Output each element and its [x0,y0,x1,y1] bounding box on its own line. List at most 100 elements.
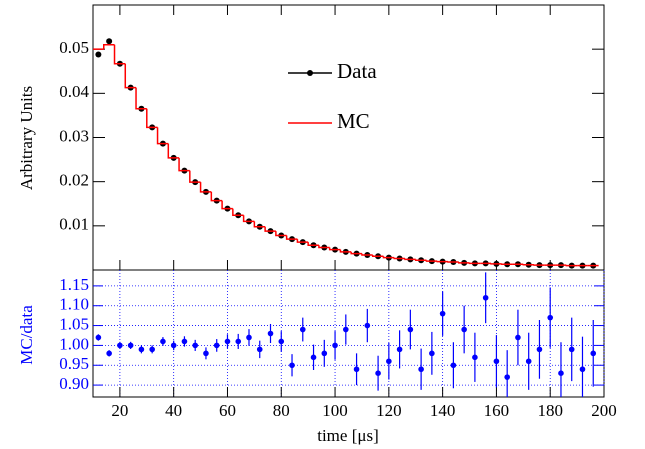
plot-frame [92,4,605,271]
mc-bin [189,170,201,183]
ratio-point [418,366,424,373]
mc-bin [146,108,158,129]
x-tick-label: 20 [111,401,128,420]
ratio-point [439,310,446,317]
legend-label: Data [337,59,377,83]
mc-bin [199,182,212,193]
y-tick-label: 0.05 [59,38,89,57]
legend-marker [307,70,313,76]
y-tick-label: 1.15 [59,275,89,294]
ratio-point [203,350,209,357]
mc-bin [253,221,266,228]
mc-bin [318,245,330,249]
ratio-point [192,342,198,349]
plot-frame [92,269,605,398]
ratio-point [472,354,478,361]
x-tick-label: 120 [376,401,402,420]
y-tick-label: 1.05 [59,314,89,333]
mc-bin [371,254,384,258]
ratio-point [396,346,403,353]
ratio-point [256,346,263,353]
mc-bin [404,258,416,261]
mc-bin [221,200,233,210]
mc-bin [232,208,244,216]
mc-bin [178,157,190,172]
mc-bin [275,231,287,237]
x-tick-label: 200 [591,401,617,420]
mc-bin [135,87,147,110]
ratio-point [461,326,467,333]
mc-bin [285,235,298,240]
y-tick-label: 0.01 [59,215,89,234]
y-tick-label: 0.02 [59,171,89,190]
ratio-point [160,338,166,345]
ratio-point [289,362,295,369]
mc-bin [414,259,427,262]
y-tick-label: 0.95 [59,354,89,373]
ratio-point [235,338,242,345]
ratio-point [504,374,510,380]
ratio-point [117,342,123,349]
ratio-point [278,338,285,345]
x-axis-label: time [μs] [317,426,379,445]
ratio-point [558,370,564,376]
ratio-point [579,366,586,373]
ratio-point [375,370,381,376]
ratio-point [590,350,597,357]
y-tick-label: 0.04 [59,82,89,101]
mc-bin [307,242,319,247]
ratio-point [536,346,543,353]
mc-bin [103,44,115,50]
y-tick-label: 1.00 [59,334,89,353]
ratio-point [138,346,145,353]
y-tick-label: 1.10 [59,295,89,314]
mc-bin [156,127,169,145]
ratio-point [493,358,500,365]
ratio-point [127,342,134,349]
y-tick-label: 0.90 [59,374,89,393]
y-tick-label: 0.03 [59,126,89,145]
mc-bin [264,226,276,232]
mc-bin [167,143,180,159]
x-tick-label: 100 [322,401,348,420]
x-tick-label: 40 [165,401,182,420]
x-tick-label: 180 [537,401,563,420]
ratio-point [343,326,349,333]
mc-bin [382,256,395,259]
mc-bin [113,44,126,65]
legend-label: MC [337,109,370,133]
mc-bin [425,260,438,262]
x-tick-label: 140 [430,401,456,420]
ratio-point [321,350,328,357]
mc-bin [296,239,309,243]
mc-bin [328,247,341,251]
ratio-point [482,294,489,301]
mc-bin [458,262,470,264]
ratio-point [213,342,220,349]
ratio-point [149,346,155,353]
mc-bin [242,215,255,223]
mc-bin [350,251,362,255]
x-tick-label: 60 [219,401,236,420]
ratio-point [181,338,188,345]
x-tick-label: 160 [484,401,510,420]
ratio-point [106,350,112,357]
ratio-point [450,362,457,369]
ratio-point [299,326,306,333]
ratio-point [224,338,231,345]
ratio-point [246,334,252,341]
ratio-point [353,366,360,373]
ratio-point [310,354,317,361]
ratio-point [515,334,521,341]
ratio-point [429,350,435,357]
ratio-point [525,358,532,365]
ratio-point [547,314,554,321]
data-point [106,38,113,45]
mc-bin [361,253,373,256]
ratio-point [407,326,414,333]
ratio-point [170,342,177,349]
x-tick-label: 80 [273,401,290,420]
mc-bin [210,191,223,202]
ratio-point [364,322,371,329]
